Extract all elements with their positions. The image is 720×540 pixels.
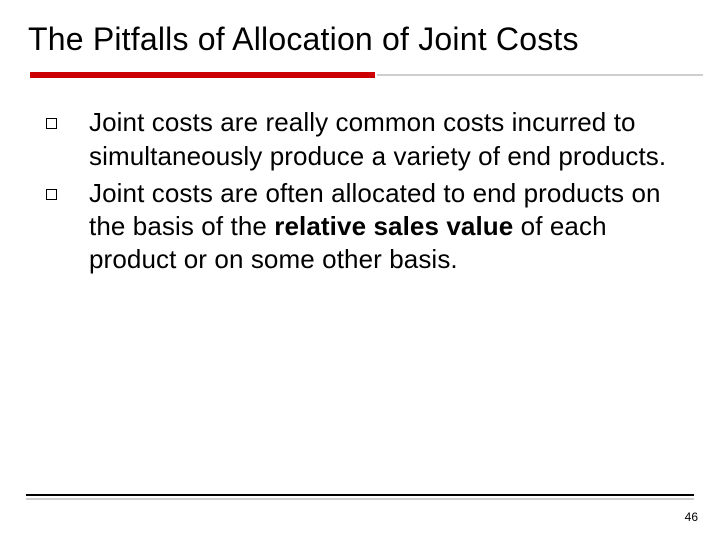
footer-rule-shadow xyxy=(26,498,694,500)
body-content: Joint costs are really common costs incu… xyxy=(28,106,692,276)
bullet-text: Joint costs are often allocated to end p… xyxy=(89,177,682,277)
square-bullet-icon xyxy=(46,118,57,129)
square-bullet-icon xyxy=(46,189,57,200)
bullet-text: Joint costs are really common costs incu… xyxy=(89,106,682,173)
page-number: 46 xyxy=(685,510,698,524)
text-run-bold: relative sales value xyxy=(274,211,513,241)
slide: The Pitfalls of Allocation of Joint Cost… xyxy=(0,0,720,540)
list-item: Joint costs are often allocated to end p… xyxy=(46,177,682,277)
title-underline xyxy=(30,72,692,78)
list-item: Joint costs are really common costs incu… xyxy=(46,106,682,173)
footer-rule xyxy=(26,494,694,496)
slide-title: The Pitfalls of Allocation of Joint Cost… xyxy=(28,20,692,58)
accent-shadow xyxy=(377,74,703,76)
text-run: Joint costs are really common costs incu… xyxy=(89,107,666,170)
accent-bar xyxy=(30,72,375,78)
